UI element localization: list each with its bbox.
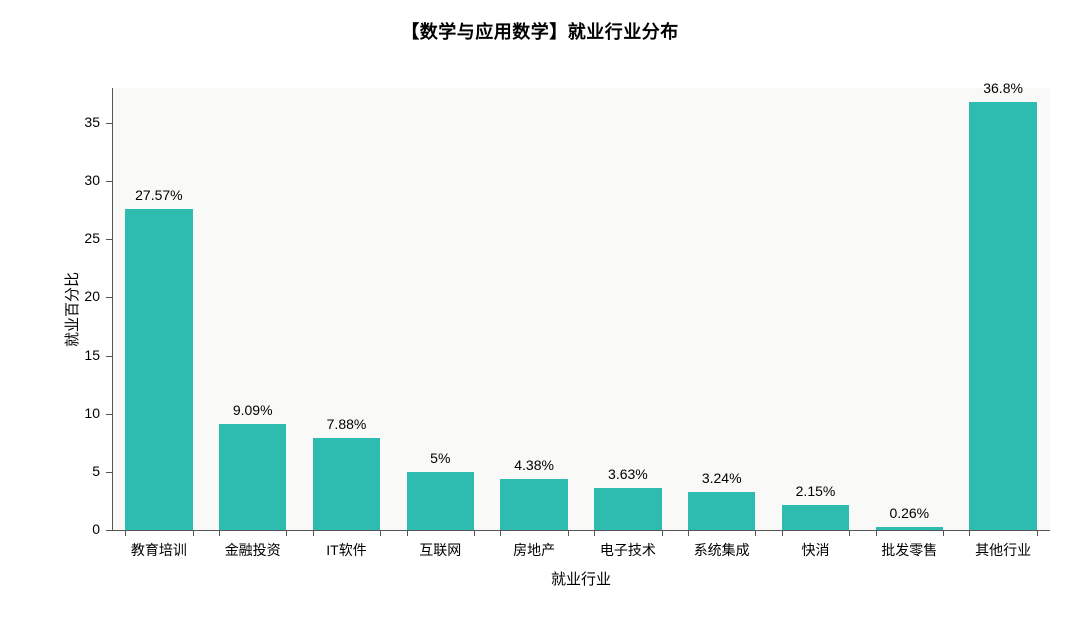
x-tick-label: 金融投资 bbox=[208, 540, 298, 560]
bar-value-label: 27.57% bbox=[114, 187, 204, 203]
x-tick-label: IT软件 bbox=[302, 540, 392, 560]
x-tick-mark bbox=[943, 530, 944, 536]
bar bbox=[313, 438, 381, 530]
y-tick-mark bbox=[106, 181, 112, 182]
bar bbox=[500, 479, 568, 530]
y-tick-label: 30 bbox=[68, 172, 100, 188]
x-tick-mark bbox=[500, 530, 501, 536]
chart-container: 【数学与应用数学】就业行业分布 就业百分比 就业行业 0 5 10 15 20 25 30 3… bbox=[0, 0, 1080, 640]
x-tick-label: 系统集成 bbox=[677, 540, 767, 560]
y-tick-label: 35 bbox=[68, 114, 100, 130]
y-tick-mark bbox=[106, 414, 112, 415]
y-tick-label: 20 bbox=[68, 288, 100, 304]
y-tick-label: 0 bbox=[68, 521, 100, 537]
x-tick-mark bbox=[782, 530, 783, 536]
y-tick-mark bbox=[106, 123, 112, 124]
x-tick-mark bbox=[688, 530, 689, 536]
x-tick-mark bbox=[380, 530, 381, 536]
x-tick-mark bbox=[193, 530, 194, 536]
bar-value-label: 7.88% bbox=[302, 416, 392, 432]
x-tick-label: 批发零售 bbox=[864, 540, 954, 560]
y-tick-mark bbox=[106, 530, 112, 531]
y-tick-mark bbox=[106, 297, 112, 298]
bar bbox=[782, 505, 850, 530]
bar bbox=[407, 472, 475, 530]
bar-value-label: 4.38% bbox=[489, 457, 579, 473]
x-tick-mark bbox=[755, 530, 756, 536]
x-tick-mark bbox=[407, 530, 408, 536]
y-tick-label: 15 bbox=[68, 347, 100, 363]
x-tick-mark bbox=[568, 530, 569, 536]
chart-title: 【数学与应用数学】就业行业分布 bbox=[0, 0, 1080, 44]
x-axis-line bbox=[112, 530, 1050, 531]
y-axis-line bbox=[112, 88, 113, 530]
x-tick-mark bbox=[594, 530, 595, 536]
x-tick-label: 房地产 bbox=[489, 540, 579, 560]
x-tick-mark bbox=[125, 530, 126, 536]
y-tick-label: 5 bbox=[68, 463, 100, 479]
bar bbox=[125, 209, 193, 530]
x-tick-mark bbox=[662, 530, 663, 536]
y-tick-mark bbox=[106, 356, 112, 357]
bar-value-label: 9.09% bbox=[208, 402, 298, 418]
bar-value-label: 2.15% bbox=[771, 483, 861, 499]
y-axis-label: 就业百分比 bbox=[61, 272, 82, 347]
x-tick-mark bbox=[474, 530, 475, 536]
x-tick-mark bbox=[219, 530, 220, 536]
y-tick-label: 25 bbox=[68, 230, 100, 246]
x-tick-mark bbox=[286, 530, 287, 536]
x-tick-mark bbox=[876, 530, 877, 536]
x-tick-label: 电子技术 bbox=[583, 540, 673, 560]
bar-value-label: 36.8% bbox=[958, 80, 1048, 96]
x-tick-mark bbox=[313, 530, 314, 536]
bar bbox=[969, 102, 1037, 530]
y-tick-mark bbox=[106, 472, 112, 473]
bar-value-label: 3.63% bbox=[583, 466, 673, 482]
bar bbox=[876, 527, 944, 530]
x-tick-mark bbox=[849, 530, 850, 536]
y-tick-label: 10 bbox=[68, 405, 100, 421]
bar bbox=[594, 488, 662, 530]
bar-value-label: 3.24% bbox=[677, 470, 767, 486]
y-tick-mark bbox=[106, 239, 112, 240]
bar-value-label: 5% bbox=[395, 450, 485, 466]
bar-value-label: 0.26% bbox=[864, 505, 954, 521]
bar bbox=[688, 492, 756, 530]
x-tick-mark bbox=[1037, 530, 1038, 536]
x-tick-label: 其他行业 bbox=[958, 540, 1048, 560]
x-tick-label: 快消 bbox=[771, 540, 861, 560]
bar bbox=[219, 424, 287, 530]
x-axis-label: 就业行业 bbox=[541, 568, 621, 589]
x-tick-label: 互联网 bbox=[395, 540, 485, 560]
x-tick-label: 教育培训 bbox=[114, 540, 204, 560]
x-tick-mark bbox=[969, 530, 970, 536]
